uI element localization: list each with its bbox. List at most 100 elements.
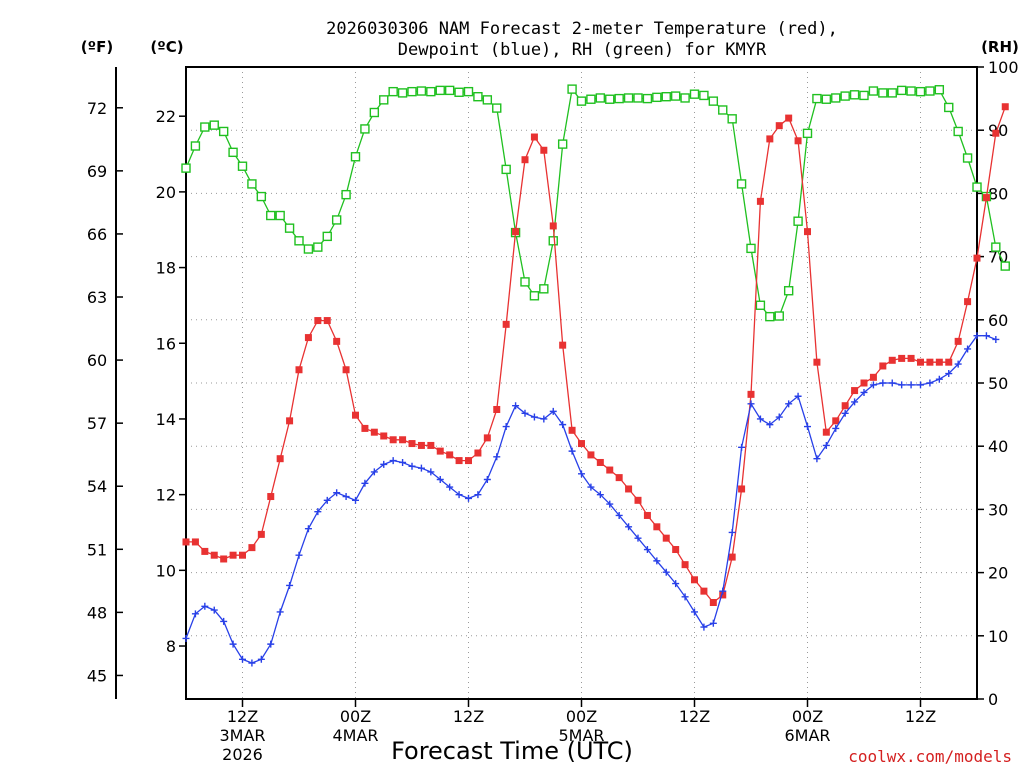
celsius-tick-label-1: 10 bbox=[156, 561, 176, 580]
rh-point-83 bbox=[962, 153, 973, 163]
temperature-point-41 bbox=[568, 426, 576, 434]
dewpoint-point-35 bbox=[512, 402, 520, 410]
temperature-point-79 bbox=[926, 358, 934, 366]
rh-point-32 bbox=[482, 95, 493, 105]
rh-point-3 bbox=[209, 120, 219, 130]
temperature-point-30 bbox=[465, 457, 472, 465]
rh-point-0 bbox=[181, 163, 191, 173]
rh-point-34 bbox=[501, 164, 511, 175]
rh-point-86 bbox=[991, 242, 1001, 252]
fahrenheit-unit-label: (ºF) bbox=[81, 38, 113, 56]
rh-point-28 bbox=[444, 85, 455, 96]
temperature-point-60 bbox=[747, 390, 755, 398]
fahrenheit-axis-ticks: 45 48 51 54 57 60 63 66 69 72 bbox=[87, 99, 123, 685]
rh-point-67 bbox=[812, 93, 822, 104]
rh-point-50 bbox=[652, 92, 662, 103]
temperature-point-76 bbox=[898, 354, 906, 362]
temperature-point-84 bbox=[973, 254, 981, 262]
dewpoint-point-55 bbox=[700, 623, 708, 631]
celsius-axis-ticks: 8 10 12 14 16 18 20 22 bbox=[156, 107, 186, 656]
rh-point-66 bbox=[802, 128, 813, 139]
rh-point-69 bbox=[831, 93, 841, 103]
temperature-point-38 bbox=[540, 146, 548, 154]
celsius-unit-label: (ºC) bbox=[150, 38, 183, 56]
dewpoint-point-25 bbox=[417, 464, 425, 472]
dewpoint-point-65 bbox=[794, 392, 802, 400]
dewpoint-point-2 bbox=[201, 602, 209, 610]
temperature-point-53 bbox=[681, 561, 689, 569]
dewpoint-point-27 bbox=[436, 476, 444, 484]
dewpoint-point-61 bbox=[756, 415, 764, 423]
temperature-point-87 bbox=[1001, 103, 1009, 111]
dewpoint-point-12 bbox=[295, 551, 303, 559]
fahrenheit-tick-label-0: 45 bbox=[87, 666, 107, 685]
fahrenheit-tick-label-7: 66 bbox=[87, 225, 107, 244]
rh-tick-label-8: 80 bbox=[988, 184, 1008, 203]
temperature-line bbox=[186, 106, 1006, 604]
date-label-0: 3MAR bbox=[219, 726, 265, 745]
temperature-point-85 bbox=[982, 194, 990, 202]
rh-point-47 bbox=[623, 93, 634, 103]
temperature-point-47 bbox=[625, 485, 633, 493]
dewpoint-point-41 bbox=[568, 447, 576, 455]
temperature-point-69 bbox=[832, 417, 840, 425]
dewpoint-point-8 bbox=[257, 655, 265, 663]
rh-point-51 bbox=[661, 92, 671, 102]
dewpoint-point-68 bbox=[822, 441, 830, 449]
dewpoint-point-84 bbox=[973, 332, 981, 340]
rh-point-16 bbox=[331, 215, 342, 225]
temperature-point-44 bbox=[596, 458, 604, 466]
dewpoint-point-0 bbox=[182, 634, 190, 642]
rh-point-15 bbox=[322, 231, 332, 242]
celsius-tick-label-3: 14 bbox=[156, 410, 176, 429]
temperature-point-54 bbox=[691, 576, 698, 584]
rh-point-1 bbox=[190, 141, 201, 151]
dewpoint-point-50 bbox=[653, 557, 661, 565]
celsius-tick-label-0: 8 bbox=[166, 637, 176, 656]
rh-point-58 bbox=[727, 114, 737, 124]
dewpoint-point-22 bbox=[389, 457, 397, 465]
rh-point-29 bbox=[454, 87, 464, 97]
dewpoint-point-82 bbox=[954, 360, 962, 368]
rh-point-45 bbox=[605, 94, 615, 104]
dewpoint-point-81 bbox=[945, 370, 953, 378]
rh-point-5 bbox=[228, 147, 238, 158]
temperature-point-20 bbox=[370, 428, 378, 436]
dewpoint-point-58 bbox=[728, 528, 736, 536]
dewpoint-point-74 bbox=[879, 379, 887, 387]
dewpoint-point-70 bbox=[841, 409, 849, 417]
temperature-point-10 bbox=[276, 455, 284, 463]
dewpoint-point-67 bbox=[813, 455, 821, 463]
temperature-point-42 bbox=[578, 440, 585, 448]
time-tick-label-1: 00Z bbox=[340, 707, 371, 726]
dewpoint-point-17 bbox=[342, 493, 350, 501]
dewpoint-point-79 bbox=[926, 379, 934, 387]
temperature-point-5 bbox=[229, 551, 237, 559]
rh-point-25 bbox=[416, 86, 427, 96]
rh-point-41 bbox=[567, 84, 577, 94]
temperature-point-17 bbox=[342, 366, 350, 374]
temperature-point-35 bbox=[512, 228, 520, 236]
rh-point-33 bbox=[492, 103, 502, 113]
dewpoint-point-54 bbox=[691, 608, 698, 616]
dewpoint-point-71 bbox=[851, 398, 859, 406]
dewpoint-point-10 bbox=[276, 608, 284, 616]
temperature-series bbox=[182, 103, 1009, 606]
chart-title-line2: Dewpoint (blue), RH (green) for KMYR bbox=[398, 40, 767, 60]
dewpoint-point-85 bbox=[982, 332, 990, 340]
fahrenheit-tick-label-3: 54 bbox=[87, 477, 107, 496]
dewpoint-point-75 bbox=[888, 379, 896, 387]
rh-point-9 bbox=[266, 210, 276, 221]
temperature-point-24 bbox=[408, 440, 416, 448]
time-tick-label-4: 12Z bbox=[679, 707, 710, 726]
dewpoint-point-39 bbox=[549, 407, 557, 415]
temperature-point-43 bbox=[587, 451, 595, 459]
temperature-point-14 bbox=[314, 317, 322, 325]
rh-point-63 bbox=[774, 311, 784, 321]
temperature-point-6 bbox=[239, 551, 246, 559]
celsius-tick-label-6: 20 bbox=[156, 183, 176, 202]
rh-point-10 bbox=[275, 210, 285, 221]
dewpoint-point-53 bbox=[681, 593, 689, 601]
